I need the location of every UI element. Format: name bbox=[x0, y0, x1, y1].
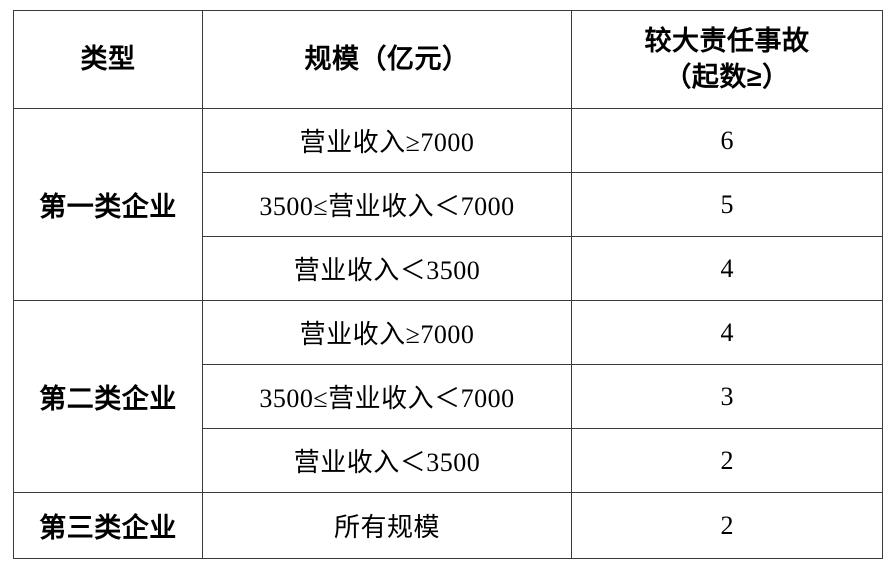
table-row: 3500≤营业收入＜7000 5 bbox=[14, 172, 883, 237]
header-cell-scale: 规模（亿元） bbox=[202, 10, 572, 109]
header-cell-incident: 较大责任事故 （起数≥） bbox=[571, 10, 883, 109]
table-row: 第一类企业 营业收入≥7000 6 bbox=[13, 108, 883, 301]
count-cell: 6 bbox=[571, 108, 883, 173]
count-cell: 2 bbox=[571, 428, 883, 493]
group-label-3: 第三类企业 bbox=[13, 492, 203, 559]
table-row: 3500≤营业收入＜7000 3 bbox=[14, 364, 883, 429]
enterprise-classification-table: 类型 规模（亿元） 较大责任事故 （起数≥） 第一类企业 营业收入≥7000 6… bbox=[13, 10, 883, 559]
count-cell: 4 bbox=[571, 300, 883, 365]
scale-cell: 营业收入≥7000 bbox=[202, 300, 572, 365]
header-cell-type: 类型 bbox=[13, 10, 203, 109]
table-row: 第二类企业 营业收入≥7000 4 bbox=[13, 300, 883, 493]
group-label-1: 第一类企业 bbox=[13, 108, 203, 301]
scale-cell: 营业收入≥7000 bbox=[202, 108, 572, 173]
header-incident-line1: 较大责任事故 bbox=[644, 26, 810, 57]
scale-cell: 3500≤营业收入＜7000 bbox=[202, 364, 572, 429]
scale-cell: 所有规模 bbox=[202, 492, 572, 559]
table-row: 营业收入＜3500 4 bbox=[14, 236, 883, 301]
table-header-row: 类型 规模（亿元） 较大责任事故 （起数≥） bbox=[13, 10, 883, 109]
count-cell: 5 bbox=[571, 172, 883, 237]
count-cell: 4 bbox=[571, 236, 883, 301]
scale-cell: 营业收入＜3500 bbox=[202, 236, 572, 301]
table-row: 营业收入＜3500 2 bbox=[14, 428, 883, 493]
scale-cell: 营业收入＜3500 bbox=[202, 428, 572, 493]
header-incident-line2: （起数≥） bbox=[664, 61, 790, 92]
table-row: 第三类企业 所有规模 2 bbox=[13, 492, 883, 559]
count-cell: 2 bbox=[571, 492, 883, 559]
count-cell: 3 bbox=[571, 364, 883, 429]
scale-cell: 3500≤营业收入＜7000 bbox=[202, 172, 572, 237]
group-label-2: 第二类企业 bbox=[13, 300, 203, 493]
